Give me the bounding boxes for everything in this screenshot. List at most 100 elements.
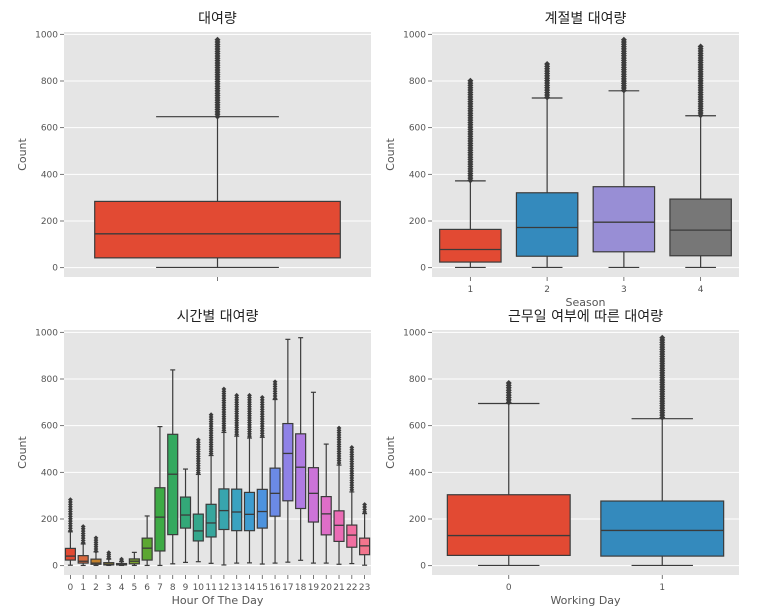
y-tick-label: 200 <box>41 217 58 227</box>
x-tick-label: 1 <box>80 583 86 593</box>
subplot-title: 계절별 대여량 <box>545 11 627 27</box>
x-tick-label: 0 <box>506 583 512 593</box>
y-tick-label: 0 <box>420 264 426 274</box>
box-iqr <box>94 200 341 259</box>
box-iqr <box>515 192 579 257</box>
outlier-point <box>467 77 474 84</box>
x-tick-label: 2 <box>93 583 99 593</box>
x-tick-label: 23 <box>359 583 370 593</box>
box-15 <box>256 395 268 565</box>
y-axis-label: Count <box>16 435 29 468</box>
outlier-point <box>620 36 627 43</box>
box-iqr <box>167 433 179 536</box>
box-iqr <box>592 186 656 253</box>
box-2 <box>90 535 102 567</box>
box-iqr <box>346 524 358 548</box>
x-tick-label: 1 <box>468 285 474 295</box>
x-tick-label: 13 <box>231 583 242 593</box>
outlier-point <box>362 509 368 515</box>
x-tick-label: 17 <box>282 583 293 593</box>
y-tick-label: 400 <box>409 170 426 180</box>
box-1 <box>600 334 725 567</box>
box-iqr <box>243 491 256 532</box>
box- <box>94 36 341 269</box>
x-tick-label: 4 <box>119 583 125 593</box>
y-tick-label: 200 <box>409 217 426 227</box>
x-tick-label: 18 <box>295 583 307 593</box>
box-3 <box>592 36 656 269</box>
box-21 <box>333 425 345 565</box>
x-tick-label: 10 <box>193 583 205 593</box>
box-9 <box>179 468 192 564</box>
x-tick-label: 3 <box>621 285 627 295</box>
box-iqr <box>179 496 192 529</box>
y-tick-label: 1000 <box>35 328 58 338</box>
box-iqr <box>231 488 243 532</box>
subplot-title: 시간별 대여량 <box>177 309 259 325</box>
y-tick-label: 600 <box>41 124 58 134</box>
x-tick-label: 12 <box>218 583 229 593</box>
x-tick-label: 7 <box>157 583 163 593</box>
x-tick-label: 11 <box>205 583 216 593</box>
outlier-point <box>106 550 112 555</box>
y-tick-label: 400 <box>41 468 58 478</box>
subplot-3: 0 200 400 600 800 1000 0 1 근무일 여부에 따른 대여량 Count Wo… <box>384 309 739 607</box>
box-8 <box>167 369 179 565</box>
box-iqr <box>154 487 166 552</box>
y-tick-label: 600 <box>41 422 58 432</box>
box-12 <box>218 386 230 566</box>
box-10 <box>192 437 204 563</box>
subplot-title: 근무일 여부에 따른 대여량 <box>508 309 663 325</box>
outlier-point <box>221 386 227 392</box>
box-iqr <box>307 467 320 523</box>
box-iqr <box>295 433 307 510</box>
y-tick-label: 600 <box>409 124 426 134</box>
box-3 <box>103 550 115 567</box>
outlier-point <box>93 535 99 541</box>
box-iqr <box>64 547 76 561</box>
box-5 <box>128 551 140 567</box>
x-axis-label: Working Day <box>550 594 621 607</box>
outlier-point <box>119 556 124 562</box>
x-tick-label: 16 <box>269 583 281 593</box>
outlier-point <box>659 334 666 341</box>
box-iqr <box>256 488 268 529</box>
box-iqr <box>320 496 332 536</box>
outlier-point <box>208 412 214 418</box>
box-1 <box>439 77 502 269</box>
x-tick-label: 21 <box>333 583 344 593</box>
y-tick-label: 400 <box>41 170 58 180</box>
outlier-point <box>234 392 240 398</box>
y-tick-label: 0 <box>52 562 58 572</box>
subplot-title: 대여량 <box>198 11 237 27</box>
outlier-point <box>195 437 201 443</box>
outlier-point <box>214 36 221 43</box>
box-13 <box>231 392 243 564</box>
box-iqr <box>90 558 102 565</box>
y-axis-label: Count <box>16 137 29 170</box>
x-tick-label: 2 <box>544 285 550 295</box>
y-tick-label: 0 <box>420 562 426 572</box>
outlier-point <box>362 504 368 510</box>
box-20 <box>320 443 332 564</box>
y-axis-label: Count <box>384 137 397 170</box>
y-tick-label: 1000 <box>35 30 58 40</box>
outlier-point <box>272 379 278 385</box>
outlier-point <box>349 444 355 450</box>
box-0 <box>446 379 571 567</box>
subplot-1: 0 200 400 600 800 1000 1 2 3 4 계절별 대여량 Count Season <box>384 11 739 309</box>
box-iqr <box>600 500 725 557</box>
box-18 <box>295 337 307 561</box>
box-23 <box>359 502 371 566</box>
y-tick-label: 800 <box>41 77 58 87</box>
y-tick-label: 800 <box>41 375 58 385</box>
box-6 <box>141 515 153 567</box>
outlier-point <box>259 395 265 400</box>
box-4 <box>115 556 128 567</box>
y-tick-label: 600 <box>409 422 426 432</box>
x-tick-label: 1 <box>659 583 665 593</box>
box-iqr <box>669 198 732 257</box>
x-axis-label: Season <box>566 296 606 309</box>
